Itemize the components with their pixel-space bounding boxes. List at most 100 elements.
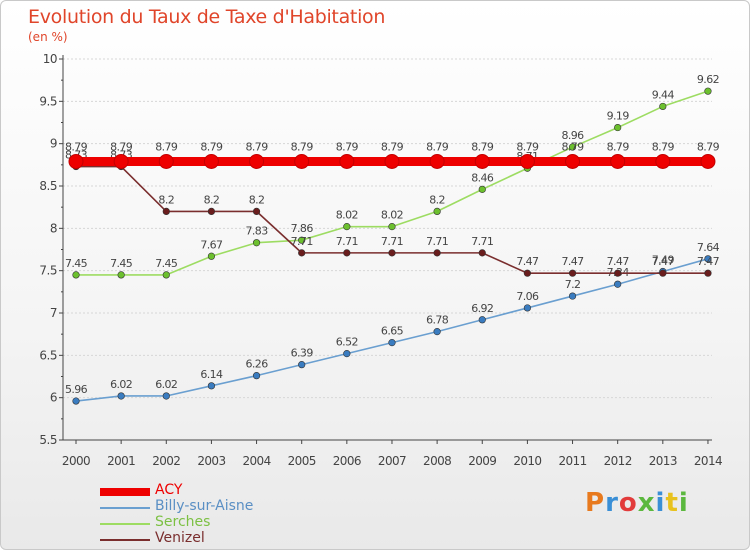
data-point bbox=[704, 269, 712, 277]
x-tick-label: 2001 bbox=[107, 454, 135, 468]
y-tick-label: 9.5 bbox=[39, 94, 57, 108]
data-label: 8.2 bbox=[249, 193, 265, 206]
y-tick-label: 7.5 bbox=[39, 264, 57, 278]
data-label: 7.67 bbox=[200, 238, 223, 251]
x-tick-label: 2013 bbox=[649, 454, 677, 468]
data-label: 6.26 bbox=[246, 358, 269, 371]
data-point bbox=[298, 236, 306, 244]
data-point bbox=[433, 207, 441, 215]
data-point bbox=[117, 392, 125, 400]
y-tick-label: 10 bbox=[43, 52, 57, 66]
data-label: 7.47 bbox=[516, 255, 539, 268]
y-tick-label: 9 bbox=[50, 137, 57, 151]
x-tick-label: 2011 bbox=[558, 454, 586, 468]
data-point bbox=[384, 153, 400, 169]
data-label: 8.02 bbox=[336, 209, 358, 222]
y-tick-label: 8.5 bbox=[39, 179, 57, 193]
data-label: 7.49 bbox=[652, 254, 675, 267]
data-point bbox=[610, 153, 626, 169]
y-tick-label: 8 bbox=[50, 221, 57, 235]
data-point bbox=[298, 249, 306, 257]
data-point bbox=[388, 249, 396, 257]
data-label: 8.79 bbox=[652, 140, 675, 153]
data-label: 8.79 bbox=[471, 140, 494, 153]
data-label: 7.45 bbox=[155, 257, 178, 270]
data-label: 8.79 bbox=[291, 140, 314, 153]
data-point bbox=[568, 292, 577, 300]
data-point bbox=[249, 153, 265, 169]
data-label: 8.79 bbox=[336, 140, 359, 153]
logo-letter: i bbox=[678, 488, 689, 518]
data-point bbox=[252, 207, 261, 215]
x-tick-label: 2012 bbox=[604, 454, 632, 468]
logo-letter: r bbox=[605, 488, 619, 518]
data-point bbox=[162, 271, 170, 279]
legend-label-acy: ACY bbox=[155, 482, 183, 498]
data-label: 8.46 bbox=[471, 171, 494, 184]
data-point bbox=[207, 382, 216, 390]
data-label: 8.2 bbox=[429, 193, 445, 206]
proxiti-logo: Proxiti bbox=[585, 488, 689, 518]
data-label: 7.83 bbox=[246, 225, 269, 238]
legend-swatch-venizel bbox=[100, 539, 150, 541]
data-label: 9.44 bbox=[652, 88, 675, 101]
data-label: 7.2 bbox=[565, 278, 581, 291]
data-point bbox=[614, 123, 622, 132]
data-label: 8.79 bbox=[200, 140, 223, 153]
y-tick-label: 6 bbox=[50, 391, 57, 405]
data-label: 6.78 bbox=[426, 314, 449, 327]
data-point bbox=[565, 153, 581, 169]
data-label: 8.02 bbox=[381, 209, 403, 222]
data-label: 6.39 bbox=[291, 347, 314, 360]
data-label: 5.96 bbox=[65, 383, 88, 396]
x-tick-label: 2007 bbox=[378, 454, 406, 468]
data-label: 8.79 bbox=[561, 140, 584, 153]
data-point bbox=[68, 153, 84, 169]
legend-label-serches: Serches bbox=[155, 514, 211, 530]
data-label: 7.64 bbox=[697, 241, 720, 254]
data-point bbox=[568, 269, 577, 277]
legend-label-venizel: Venizel bbox=[155, 530, 205, 546]
y-tick-label: 7 bbox=[50, 306, 57, 320]
data-label: 7.06 bbox=[516, 290, 539, 303]
data-point bbox=[478, 316, 486, 324]
data-label: 7.86 bbox=[291, 222, 314, 235]
data-point bbox=[113, 153, 129, 169]
data-label: 8.79 bbox=[110, 140, 133, 153]
data-point bbox=[568, 143, 577, 151]
data-point bbox=[523, 269, 532, 277]
legend-swatch-billy-sur-aisne bbox=[100, 507, 150, 509]
data-label: 7.47 bbox=[652, 255, 675, 268]
y-tick-label: 5.5 bbox=[39, 433, 57, 447]
data-point bbox=[343, 350, 351, 358]
data-point bbox=[252, 372, 261, 380]
data-label: 7.47 bbox=[697, 255, 720, 268]
data-point bbox=[700, 153, 716, 169]
data-label: 8.2 bbox=[158, 193, 174, 206]
data-point bbox=[343, 249, 351, 257]
data-point bbox=[388, 223, 396, 231]
data-point bbox=[207, 207, 216, 215]
x-tick-label: 2009 bbox=[468, 454, 496, 468]
data-point bbox=[659, 269, 667, 277]
data-label: 8.79 bbox=[426, 140, 449, 153]
data-point bbox=[298, 361, 306, 369]
data-label: 7.45 bbox=[65, 257, 88, 270]
legend-swatch-acy bbox=[100, 488, 150, 496]
x-tick-label: 2000 bbox=[62, 454, 90, 468]
data-point bbox=[474, 153, 490, 169]
data-label: 8.79 bbox=[607, 140, 630, 153]
data-label: 7.45 bbox=[110, 257, 133, 270]
data-label: 6.65 bbox=[381, 325, 404, 338]
data-point bbox=[72, 397, 80, 405]
data-point bbox=[429, 153, 445, 169]
data-label: 8.79 bbox=[155, 140, 178, 153]
data-label: 8.79 bbox=[697, 140, 720, 153]
data-point bbox=[162, 392, 170, 400]
data-label: 6.14 bbox=[200, 368, 223, 381]
data-label: 9.62 bbox=[697, 73, 719, 86]
x-tick-label: 2004 bbox=[242, 454, 270, 468]
data-point bbox=[478, 185, 486, 193]
data-label: 8.2 bbox=[204, 193, 220, 206]
